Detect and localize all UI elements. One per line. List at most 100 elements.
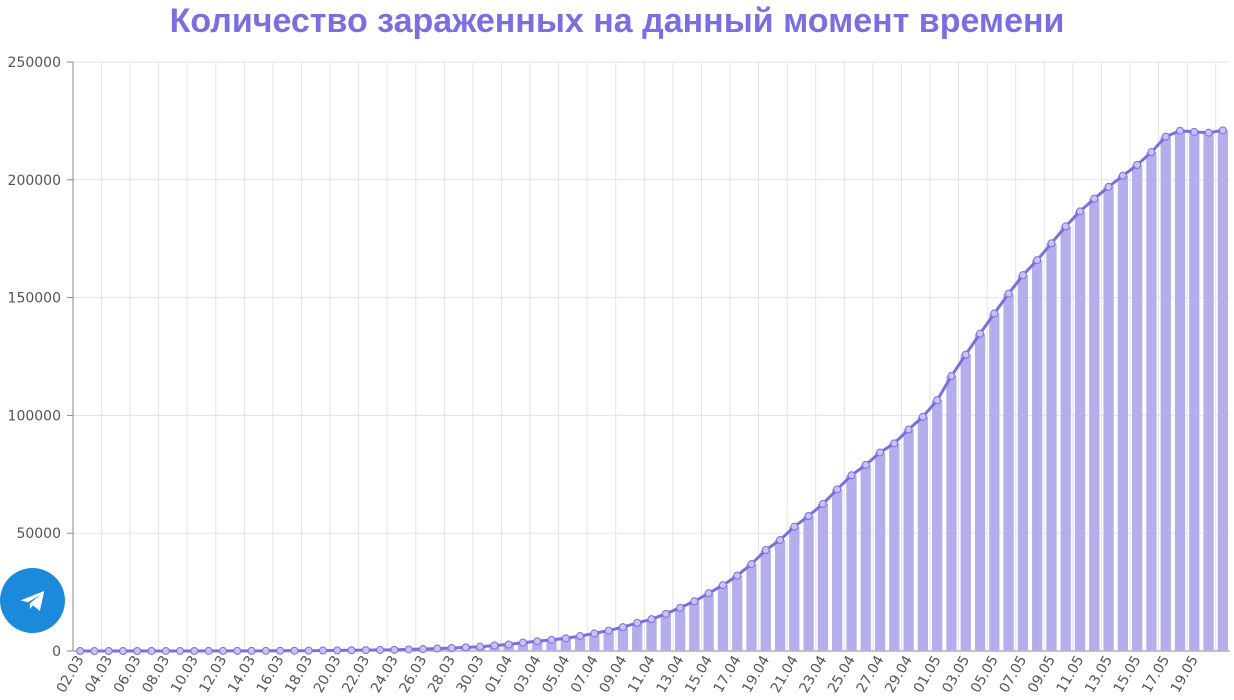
line-point bbox=[1090, 194, 1099, 203]
x-tick-label: 30.03 bbox=[454, 653, 488, 696]
line-point bbox=[918, 412, 927, 421]
bar bbox=[1060, 226, 1071, 651]
line-point bbox=[490, 641, 499, 650]
line-point bbox=[1047, 239, 1056, 248]
line-point bbox=[1147, 148, 1156, 157]
bar bbox=[932, 400, 943, 651]
line-point bbox=[804, 511, 813, 520]
line-point bbox=[690, 597, 699, 606]
x-tick-label: 17.05 bbox=[1139, 653, 1173, 696]
line-point bbox=[376, 645, 385, 654]
x-tick-label: 13.05 bbox=[1082, 653, 1116, 696]
line-point bbox=[433, 644, 442, 653]
line-point bbox=[218, 646, 227, 655]
line-point bbox=[961, 350, 970, 359]
x-tick-label: 15.05 bbox=[1111, 653, 1145, 696]
y-tick-label: 0 bbox=[52, 644, 61, 660]
x-tick-label: 06.03 bbox=[111, 653, 145, 696]
x-tick-label: 19.04 bbox=[739, 653, 773, 696]
bar bbox=[703, 593, 714, 651]
line-point bbox=[1161, 132, 1170, 141]
x-tick-label: 07.04 bbox=[568, 653, 602, 696]
bar bbox=[589, 633, 600, 651]
x-tick-label: 05.04 bbox=[539, 653, 573, 696]
bar bbox=[1003, 293, 1014, 651]
line-point bbox=[776, 535, 785, 544]
bar bbox=[517, 642, 529, 651]
x-tick-label: 17.04 bbox=[711, 653, 745, 696]
line-point bbox=[1190, 127, 1199, 136]
line-point bbox=[190, 646, 199, 655]
bar bbox=[560, 638, 571, 651]
line-point bbox=[990, 309, 999, 318]
y-tick-label: 50000 bbox=[16, 526, 61, 542]
bar bbox=[889, 443, 900, 651]
line-point bbox=[1076, 207, 1085, 216]
line-point bbox=[133, 646, 142, 655]
line-point bbox=[976, 329, 985, 338]
line-point bbox=[1061, 222, 1070, 231]
line-point bbox=[290, 646, 299, 655]
bar bbox=[532, 641, 543, 651]
x-tick-label: 10.03 bbox=[168, 653, 202, 696]
line-point bbox=[704, 589, 713, 598]
x-tick-label: 20.03 bbox=[311, 653, 345, 696]
line-point bbox=[790, 522, 799, 531]
line-point bbox=[676, 603, 685, 612]
bar bbox=[946, 375, 957, 651]
x-tick-label: 28.03 bbox=[425, 653, 459, 696]
line-point bbox=[204, 646, 213, 655]
line-point bbox=[1133, 160, 1142, 169]
bar bbox=[1217, 130, 1229, 652]
bar bbox=[603, 630, 614, 651]
bar bbox=[674, 607, 686, 651]
line-point bbox=[876, 448, 885, 457]
line-point bbox=[847, 471, 856, 480]
line-point bbox=[233, 646, 242, 655]
line-point bbox=[476, 642, 485, 651]
line-point bbox=[276, 646, 285, 655]
x-tick-label: 09.05 bbox=[1025, 653, 1059, 696]
line-point bbox=[390, 645, 399, 654]
bar bbox=[1132, 164, 1143, 651]
line-point bbox=[304, 646, 313, 655]
bar bbox=[1089, 198, 1100, 651]
bar bbox=[1017, 275, 1029, 651]
bar bbox=[1117, 175, 1129, 652]
bar bbox=[1203, 132, 1214, 651]
bar bbox=[774, 539, 786, 651]
line-point bbox=[904, 425, 913, 434]
line-point bbox=[647, 615, 656, 624]
x-tick-label: 26.03 bbox=[397, 653, 431, 696]
bar bbox=[1189, 131, 1200, 652]
bar bbox=[789, 526, 800, 651]
bar bbox=[874, 452, 886, 651]
bar bbox=[660, 613, 671, 651]
telegram-button[interactable] bbox=[0, 568, 65, 633]
y-tick-label: 150000 bbox=[8, 291, 61, 307]
x-tick-label: 24.03 bbox=[368, 653, 402, 696]
bar bbox=[1174, 130, 1186, 651]
bar bbox=[860, 464, 871, 651]
bar bbox=[903, 429, 914, 651]
line-point bbox=[447, 644, 456, 653]
bar bbox=[803, 515, 814, 651]
bar bbox=[989, 313, 1000, 651]
line-point bbox=[518, 638, 527, 647]
line-point bbox=[147, 646, 156, 655]
x-tick-label: 29.04 bbox=[882, 653, 916, 696]
line-point bbox=[504, 640, 513, 649]
line-point bbox=[1176, 126, 1185, 135]
line-point bbox=[1018, 271, 1027, 280]
line-point bbox=[947, 371, 956, 380]
telegram-paper-plane-icon bbox=[20, 590, 44, 611]
bar bbox=[717, 585, 729, 651]
x-tick-label: 05.05 bbox=[968, 653, 1002, 696]
line-point bbox=[118, 646, 127, 655]
x-tick-label: 19.05 bbox=[1168, 653, 1202, 696]
line-point bbox=[733, 571, 742, 580]
y-tick-label: 250000 bbox=[8, 55, 61, 71]
x-tick-label: 22.03 bbox=[339, 653, 373, 696]
line-point bbox=[861, 460, 870, 469]
